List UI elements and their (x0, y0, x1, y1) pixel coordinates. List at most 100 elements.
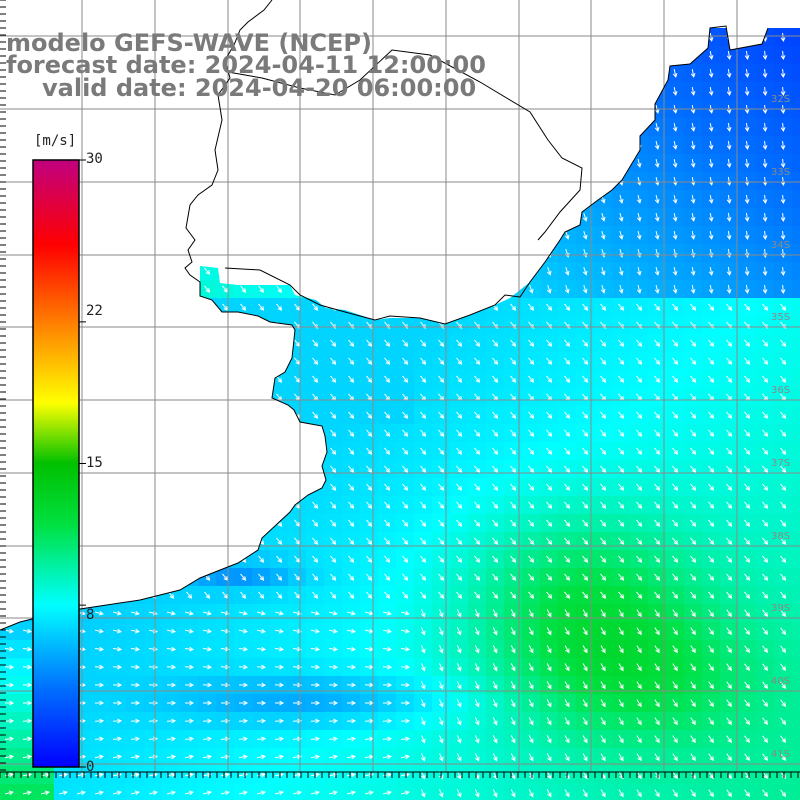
wind-speed-cell (360, 190, 378, 208)
wind-arrow (510, 465, 517, 473)
wind-arrow (274, 664, 285, 670)
wind-arrow (222, 267, 229, 275)
wind-speed-cell (540, 208, 558, 226)
wind-arrow (600, 141, 606, 150)
latitude-label: 38S (771, 531, 791, 542)
wind-arrow (690, 195, 696, 204)
wind-speed-cell (414, 154, 432, 172)
wind-arrow (510, 303, 517, 311)
wind-arrow (780, 735, 787, 744)
wind-arrow (131, 285, 139, 293)
wind-arrow (654, 303, 661, 311)
wind-arrow (274, 718, 285, 724)
wind-arrow (96, 375, 103, 383)
wind-speed-cell (306, 208, 324, 226)
wind-arrow (474, 411, 481, 419)
wind-arrow (96, 483, 103, 491)
wind-arrow (780, 411, 787, 419)
wind-speed-cell (612, 28, 630, 46)
wind-arrow (256, 754, 267, 760)
wind-arrow (347, 700, 357, 706)
wind-arrow (636, 717, 642, 726)
wind-speed-cell (450, 262, 468, 280)
wind-arrow (744, 194, 750, 205)
wind-speed-cell (306, 460, 324, 478)
wind-arrow (330, 465, 337, 473)
wind-speed-cell (108, 154, 126, 172)
wind-arrow (328, 790, 338, 796)
wind-arrow (420, 501, 427, 509)
wind-arrow (654, 537, 661, 545)
wind-speed-cell (324, 154, 342, 172)
wind-arrow (636, 429, 643, 437)
wind-arrow (546, 699, 552, 708)
wind-arrow (456, 267, 462, 276)
wind-arrow (618, 339, 625, 347)
wind-arrow (582, 609, 588, 618)
wind-arrow (618, 483, 625, 491)
wind-arrow (312, 483, 319, 491)
wind-speed-cell (540, 172, 558, 190)
wind-arrow (22, 682, 33, 688)
wind-arrow (600, 69, 606, 78)
wind-arrow (276, 339, 283, 347)
wind-arrow (294, 195, 300, 204)
wind-arrow (348, 267, 354, 276)
wind-speed-cell (180, 532, 198, 550)
wind-arrow (346, 736, 357, 742)
wind-arrow (384, 573, 391, 581)
wind-speed-cell (126, 298, 144, 316)
wind-arrow (564, 501, 571, 509)
wind-arrow (762, 86, 768, 97)
wind-arrow (186, 141, 193, 149)
wind-speed-cell (414, 262, 432, 280)
wind-arrow (24, 465, 31, 473)
wind-arrow (204, 591, 211, 599)
wind-arrow (330, 483, 337, 491)
wind-arrow (438, 33, 444, 42)
wind-arrow (528, 447, 535, 455)
wind-arrow (618, 411, 625, 419)
wind-arrow (276, 231, 282, 240)
wind-arrow (780, 339, 787, 347)
wind-arrow (132, 537, 139, 545)
wind-arrow (492, 429, 499, 437)
wind-arrow (24, 555, 31, 563)
wind-arrow (438, 267, 444, 276)
wind-arrow (546, 33, 552, 42)
wind-speed-cell (720, 784, 738, 800)
wind-arrow (366, 483, 373, 491)
wind-arrow (492, 465, 499, 473)
wind-arrow (529, 231, 534, 240)
wind-arrow (510, 483, 517, 491)
wind-speed-cell (144, 262, 162, 280)
wind-arrow (780, 32, 786, 43)
wind-arrow (438, 123, 444, 132)
wind-speed-cell (468, 118, 486, 136)
wind-arrow (564, 555, 571, 563)
wind-arrow (600, 213, 606, 222)
wind-arrow (204, 375, 211, 383)
wind-arrow (744, 411, 751, 419)
wind-speed-cell (198, 226, 216, 244)
wind-arrow (654, 609, 660, 618)
wind-speed-cell (342, 154, 360, 172)
wind-arrow (528, 681, 534, 690)
wind-arrow (276, 141, 282, 150)
wind-arrow (438, 519, 445, 527)
wind-speed-cell (396, 154, 414, 172)
wind-arrow (438, 591, 445, 599)
wind-arrow (402, 465, 409, 473)
wind-arrow (23, 196, 31, 203)
wind-arrow (131, 159, 139, 167)
wind-speed-cell (792, 604, 800, 622)
wind-arrow (384, 357, 391, 365)
wind-speed-cell (126, 424, 144, 442)
wind-arrow (474, 735, 480, 744)
wind-speed-cell (792, 388, 800, 406)
wind-arrow (238, 754, 249, 760)
wind-arrow (366, 411, 373, 419)
wind-arrow (276, 483, 283, 491)
wind-arrow (366, 303, 373, 311)
wind-arrow (546, 177, 552, 186)
